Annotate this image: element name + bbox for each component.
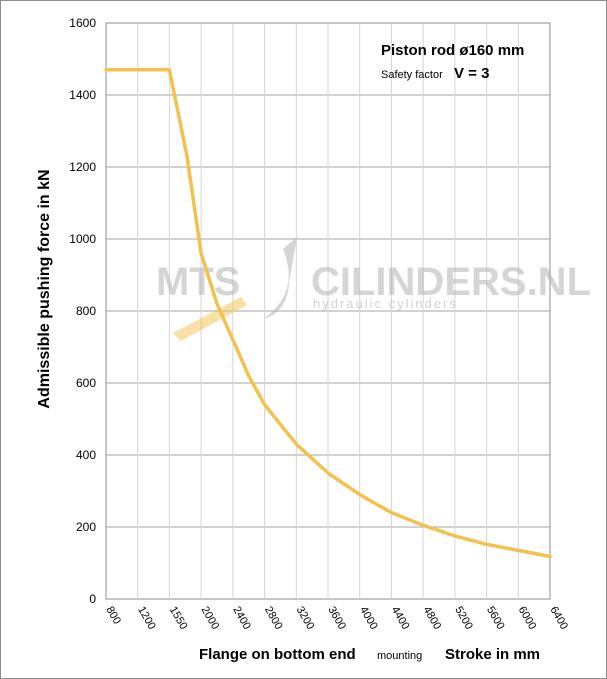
x-axis-label-main: Flange on bottom end — [199, 646, 356, 663]
series-group — [104, 68, 552, 559]
x-tick-label: 4400 — [389, 605, 412, 632]
safety-factor-value: V = 3 — [454, 65, 489, 82]
x-tick-label: 1550 — [167, 605, 190, 632]
y-tick-label: 400 — [76, 448, 96, 462]
y-tick-label: 1600 — [69, 16, 96, 30]
x-tick-label: 800 — [103, 605, 123, 627]
watermark-swoosh-icon — [263, 237, 297, 319]
watermark-left: MTS — [156, 260, 240, 304]
x-tick-label: 5200 — [452, 605, 475, 632]
series-line — [104, 68, 552, 559]
x-tick-label: 6000 — [516, 605, 539, 632]
x-tick-labels: 800 1200 1550 2000 2400 2800 3200 3600 4000 4400 4… — [103, 605, 570, 632]
watermark-x-icon — [173, 297, 247, 341]
x-tick-label: 3600 — [325, 605, 348, 632]
x-axis-label-stroke: Stroke in mm — [445, 646, 540, 663]
grid — [106, 23, 550, 599]
y-tick-label: 1200 — [69, 160, 96, 174]
piston-rod-annotation: Piston rod ø160 mm — [381, 42, 524, 59]
x-tick-label: 2400 — [230, 605, 253, 632]
watermark-logo: MTS CILINDERS.NL hydraulic cylinders — [156, 237, 591, 341]
x-axis-label-small: mounting — [377, 650, 422, 662]
x-tick-label: 5600 — [484, 605, 507, 632]
safety-factor-label: Safety factor — [381, 69, 443, 81]
y-axis-label: Admissible pushing force in kN — [36, 169, 53, 408]
y-tick-label: 1000 — [69, 232, 96, 246]
watermark-right: CILINDERS.NL — [311, 260, 591, 304]
y-tick-label: 200 — [76, 520, 96, 534]
x-tick-label: 1200 — [135, 605, 158, 632]
x-tick-label: 4800 — [421, 605, 444, 632]
x-tick-label: 2000 — [199, 605, 222, 632]
y-tick-label: 800 — [76, 304, 96, 318]
watermark-sub: hydraulic cylinders — [313, 296, 458, 311]
y-tick-label: 0 — [89, 592, 96, 606]
x-tick-label: 2800 — [262, 605, 285, 632]
y-tick-label: 1400 — [69, 88, 96, 102]
x-tick-label: 4000 — [357, 605, 380, 632]
x-tick-label: 6400 — [547, 605, 570, 632]
x-tick-label: 3200 — [294, 605, 317, 632]
y-tick-label: 600 — [76, 376, 96, 390]
y-tick-labels: 0 200 400 600 800 1000 1200 1400 1600 — [69, 16, 96, 606]
